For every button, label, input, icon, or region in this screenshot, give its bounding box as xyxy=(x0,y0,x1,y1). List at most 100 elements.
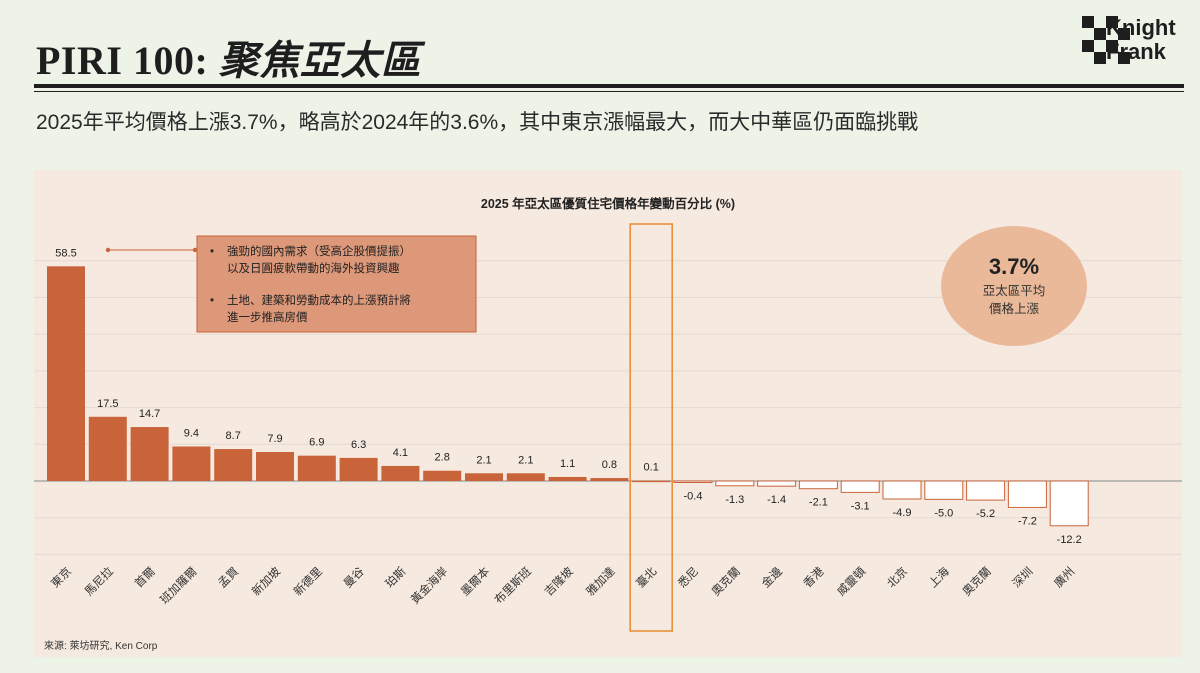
value-label: 1.1 xyxy=(560,458,575,470)
bar-雅加達 xyxy=(590,478,629,481)
bar-首爾 xyxy=(130,427,169,481)
value-label: -7.2 xyxy=(1018,515,1037,527)
chart-panel: 2025 年亞太區優質住宅價格年變動百分比 (%) 58.5 東京 17.5 馬尼拉 14… xyxy=(34,170,1182,657)
source-note: 來源: 萊坊研究, Ken Corp xyxy=(44,641,158,652)
callout-box xyxy=(196,235,477,333)
callout-text: 強勁的國內需求（受高企股價提振） xyxy=(227,244,411,258)
bar-香港 xyxy=(798,480,838,490)
category-label: 奧克蘭 xyxy=(709,565,743,599)
brand-line-1: Knight xyxy=(1106,15,1176,40)
bar-奧克蘭 xyxy=(966,480,1006,501)
category-label: 班加羅爾 xyxy=(158,565,200,607)
brand-line-2: Frank xyxy=(1106,39,1166,64)
bar-廣州 xyxy=(1049,480,1089,527)
callout-text: 土地、建築和勞動成本的上漲預計將 xyxy=(227,293,411,307)
value-label: 8.7 xyxy=(226,430,241,442)
callout-bullet: • xyxy=(210,246,214,258)
category-label: 威靈頓 xyxy=(834,564,869,599)
value-label: 2.8 xyxy=(435,452,450,464)
bar-新德里 xyxy=(297,455,336,481)
value-label: -2.1 xyxy=(809,497,828,509)
bar-東京 xyxy=(47,266,85,481)
bar-班加羅爾 xyxy=(172,446,211,481)
value-label: -1.3 xyxy=(725,494,744,506)
category-label: 曼谷 xyxy=(341,565,367,591)
category-label: 金邊 xyxy=(759,564,786,591)
category-label: 珀斯 xyxy=(382,564,409,591)
category-label: 吉隆坡 xyxy=(541,564,576,599)
value-label: 2.1 xyxy=(518,454,533,466)
bar-chart: 2025 年亞太區優質住宅價格年變動百分比 (%) 58.5 東京 17.5 馬尼拉 14… xyxy=(34,196,1182,632)
bar-黃金海岸 xyxy=(423,470,462,481)
value-label: -1.4 xyxy=(767,494,786,506)
value-label: -3.1 xyxy=(851,500,870,512)
value-label: 0.8 xyxy=(602,459,617,471)
value-label: 17.5 xyxy=(97,398,118,410)
bar-悉尼 xyxy=(673,480,713,483)
bar-珀斯 xyxy=(381,465,420,481)
value-label: 2.1 xyxy=(476,454,491,466)
value-label: 6.9 xyxy=(309,437,324,449)
category-label: 布里斯班 xyxy=(492,565,534,607)
page-title: PIRI 100: 聚焦亞太區 xyxy=(36,28,421,86)
bar-金邊 xyxy=(757,480,797,487)
bar-新加坡 xyxy=(256,452,294,481)
bar-布里斯班 xyxy=(506,473,545,481)
average-badge xyxy=(941,226,1087,346)
bar-孟買 xyxy=(214,449,253,481)
category-label: 上海 xyxy=(926,564,953,591)
bar-墨爾本 xyxy=(465,473,503,481)
category-label: 東京 xyxy=(48,564,74,590)
callout-bullet: • xyxy=(210,295,214,307)
value-label: 6.3 xyxy=(351,439,366,451)
header-rule-thin xyxy=(34,91,1184,92)
bar-馬尼拉 xyxy=(88,416,127,481)
bar-曼谷 xyxy=(339,457,378,481)
value-label: 9.4 xyxy=(184,428,199,440)
bar-威靈頓 xyxy=(840,480,880,493)
callout-dot-left xyxy=(105,247,111,253)
average-value: 3.7% xyxy=(989,254,1039,279)
category-label: 奧克蘭 xyxy=(960,565,994,599)
average-caption-1: 亞太區平均 xyxy=(983,283,1046,298)
title-latin: PIRI 100: xyxy=(36,38,209,83)
bar-奧克蘭 xyxy=(715,480,755,487)
bar-上海 xyxy=(924,480,964,500)
title-chinese: 聚焦亞太區 xyxy=(218,38,422,83)
value-label: -12.2 xyxy=(1057,534,1082,546)
category-label: 廣州 xyxy=(1051,564,1077,590)
bar-北京 xyxy=(882,480,922,500)
value-label: 0.1 xyxy=(644,462,659,474)
category-label: 雅加達 xyxy=(583,564,618,599)
category-label: 墨爾本 xyxy=(458,564,493,599)
category-label: 悉尼 xyxy=(676,565,701,590)
category-label: 新德里 xyxy=(291,564,325,598)
value-label: 4.1 xyxy=(393,447,408,459)
category-label: 馬尼拉 xyxy=(82,564,117,599)
header-rule-thick xyxy=(34,84,1184,88)
category-label: 黃金海岸 xyxy=(408,564,450,606)
category-label: 新加坡 xyxy=(249,564,284,599)
category-label: 香港 xyxy=(801,565,827,591)
callout-text: 以及日圓疲軟帶動的海外投資興趣 xyxy=(227,261,400,275)
category-label: 深圳 xyxy=(1009,564,1035,590)
value-label: 14.7 xyxy=(139,408,160,420)
highlight-box xyxy=(629,223,674,632)
callout-dot-right xyxy=(192,247,198,253)
value-label: 58.5 xyxy=(55,247,76,259)
callout-text: 進一步推高房價 xyxy=(227,310,308,324)
value-label: -5.0 xyxy=(934,507,953,519)
chart-title: 2025 年亞太區優質住宅價格年變動百分比 (%) xyxy=(481,196,735,211)
brand-wordmark: Knight Frank xyxy=(1106,16,1176,64)
knight-frank-logo-icon xyxy=(1082,16,1130,64)
category-label: 孟買 xyxy=(216,565,241,590)
value-label: -0.4 xyxy=(684,491,703,503)
bar-臺北 xyxy=(632,480,671,483)
category-label: 首爾 xyxy=(132,564,159,591)
bar-吉隆坡 xyxy=(548,476,587,481)
category-label: 臺北 xyxy=(633,564,660,591)
average-caption-2: 價格上漲 xyxy=(989,301,1040,316)
value-label: -5.2 xyxy=(976,508,995,520)
bar-深圳 xyxy=(1007,480,1047,508)
value-label: -4.9 xyxy=(893,507,912,519)
